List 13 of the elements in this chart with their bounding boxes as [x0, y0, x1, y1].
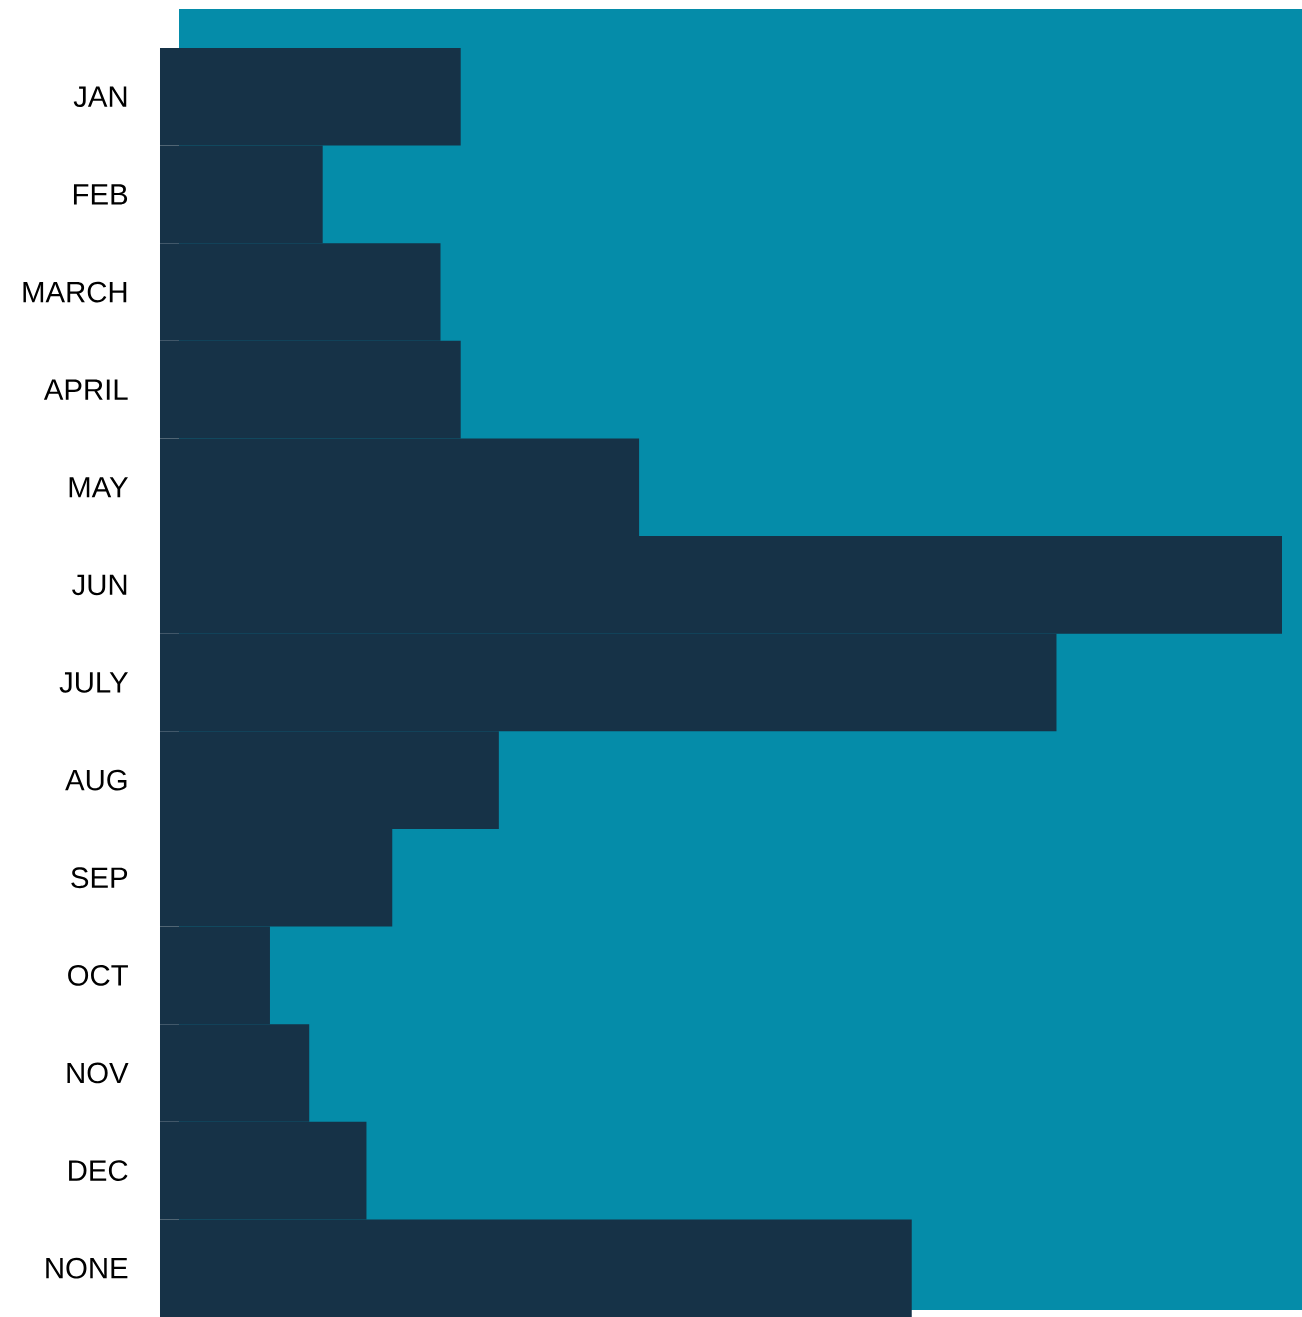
y-tick-label: AUG [65, 769, 127, 791]
y-tick-label: JUN [71, 574, 127, 596]
y-tick-label: NONE [46, 1257, 128, 1279]
y-tick-label: SEP [71, 867, 128, 889]
y-tick-label: MAY [69, 477, 128, 498]
y-tick-label: FEB [73, 184, 128, 205]
y-tick-label: MARCH [23, 281, 127, 303]
y-tick-label: NOV [67, 1062, 129, 1084]
y-tick-label: APRIL [43, 379, 128, 400]
y-tick-label: OCT [68, 964, 128, 986]
y-tick-label: DEC [69, 1160, 128, 1181]
y-tick-label: JAN [73, 86, 127, 108]
y-tick-label: JULY [59, 672, 128, 693]
